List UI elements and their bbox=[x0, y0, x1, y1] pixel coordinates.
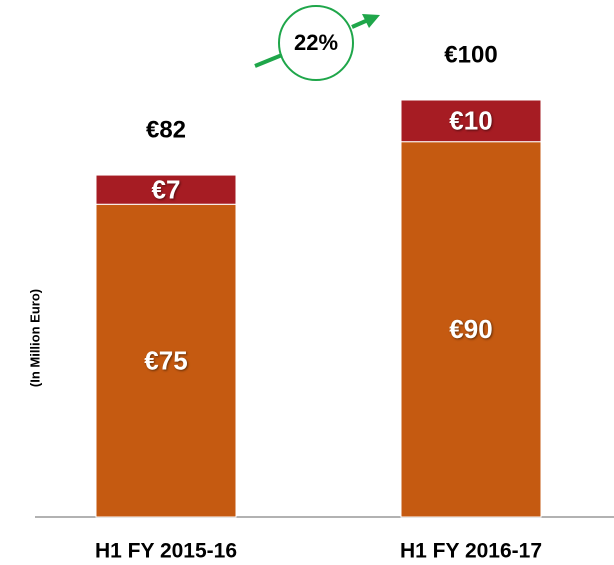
total-label: €100 bbox=[444, 41, 497, 68]
y-axis-label: (In Million Euro) bbox=[27, 289, 42, 387]
segment-label: €10 bbox=[449, 106, 492, 136]
segment-label: €75 bbox=[144, 346, 187, 376]
bar-segment bbox=[400, 99, 542, 143]
segment-label: €7 bbox=[152, 175, 181, 205]
bar-segment bbox=[400, 141, 542, 518]
growth-label: 22% bbox=[294, 30, 338, 55]
segment-label: €90 bbox=[449, 314, 492, 344]
growth-arrow bbox=[254, 53, 283, 68]
growth-annotation: 22% bbox=[254, 5, 380, 81]
growth-arrowhead bbox=[362, 14, 380, 28]
total-label: €82 bbox=[146, 116, 186, 143]
x-tick-label: H1 FY 2016-17 bbox=[400, 540, 542, 563]
bar-segment bbox=[95, 203, 237, 518]
growth-arrow bbox=[351, 18, 369, 29]
x-tick-label: H1 FY 2015-16 bbox=[95, 540, 237, 563]
bar-segment bbox=[95, 174, 237, 205]
growth-circle bbox=[278, 5, 354, 81]
